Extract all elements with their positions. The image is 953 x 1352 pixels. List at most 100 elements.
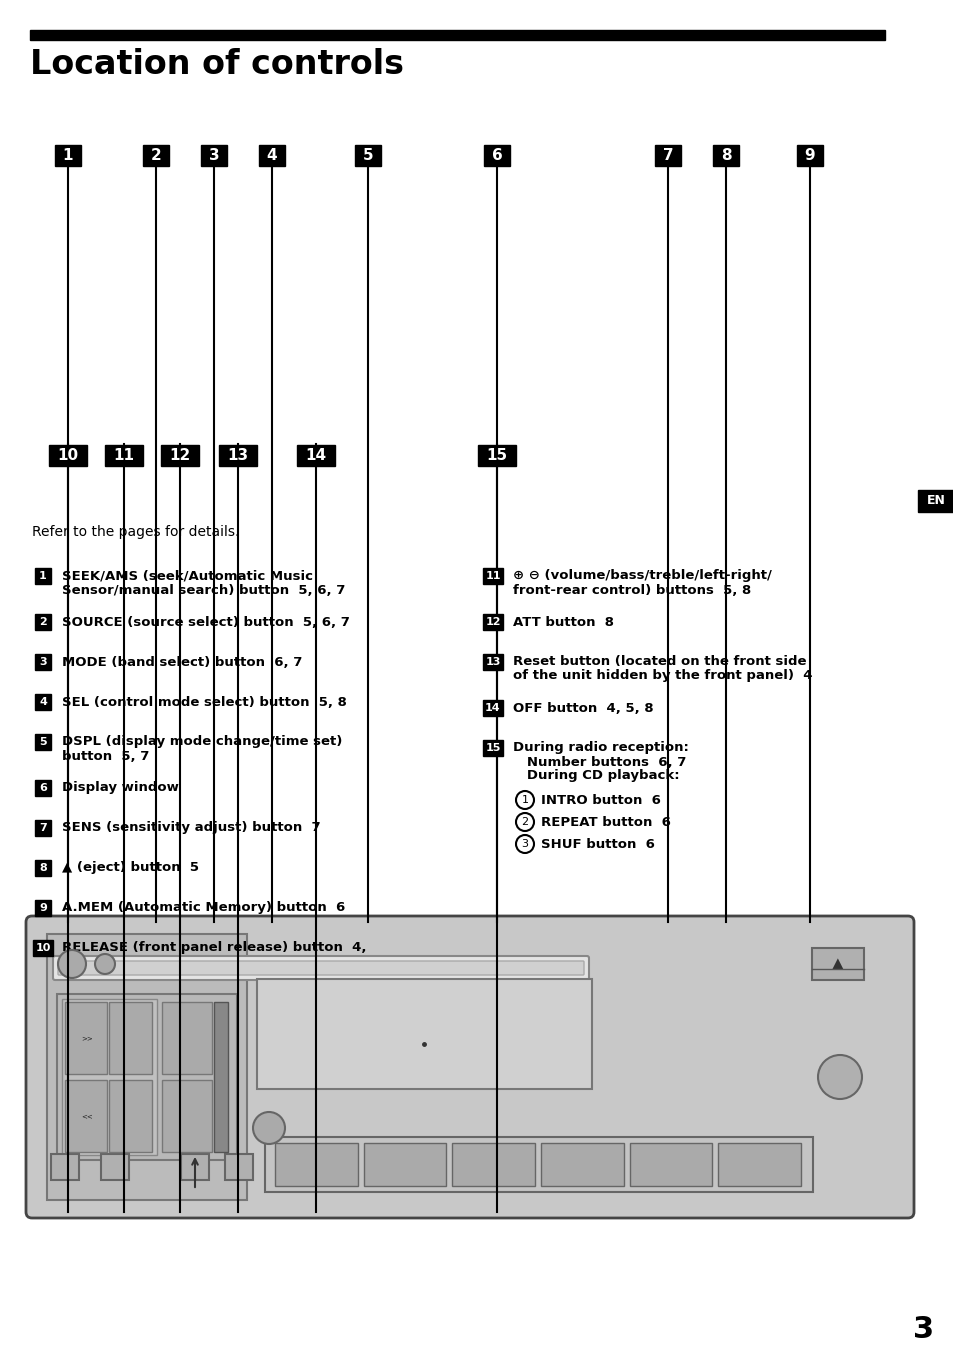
Text: 12: 12 [485, 617, 500, 627]
Bar [256, 979, 592, 1088]
Text: ▲ (eject) button  5: ▲ (eject) button 5 [62, 861, 199, 875]
Bar [219, 445, 256, 465]
Text: 5: 5 [362, 147, 373, 162]
Text: 1: 1 [39, 571, 47, 581]
Text: 7: 7 [662, 147, 673, 162]
Bar [35, 860, 51, 876]
Bar [796, 145, 822, 165]
Text: SENS (sensitivity adjust) button  7: SENS (sensitivity adjust) button 7 [62, 822, 320, 834]
Bar [201, 145, 227, 165]
Bar [718, 1142, 801, 1186]
Text: ▲: ▲ [831, 956, 843, 972]
Bar [258, 145, 285, 165]
Bar [482, 568, 502, 584]
Bar [162, 1002, 212, 1073]
Bar [30, 30, 884, 41]
Bar [274, 1142, 357, 1186]
Bar [363, 1142, 446, 1186]
Circle shape [516, 791, 534, 808]
Text: REPEAT button  6: REPEAT button 6 [540, 815, 670, 829]
Bar [482, 700, 502, 717]
Bar [65, 1002, 108, 1073]
Text: 6: 6 [491, 147, 502, 162]
Bar [655, 145, 680, 165]
Text: During radio reception:: During radio reception: [513, 741, 688, 754]
Bar [35, 900, 51, 917]
Bar [110, 1080, 152, 1152]
Text: 11: 11 [113, 448, 134, 462]
Text: ATT button  8: ATT button 8 [513, 615, 614, 629]
Bar [629, 1142, 712, 1186]
Text: 2: 2 [521, 817, 528, 827]
Text: A.MEM (Automatic Memory) button  6: A.MEM (Automatic Memory) button 6 [62, 902, 345, 914]
FancyBboxPatch shape [58, 961, 583, 975]
Text: <<: << [81, 1113, 92, 1119]
Text: EN: EN [925, 495, 944, 507]
Bar [162, 1080, 212, 1152]
Bar [35, 734, 51, 750]
Bar [452, 1142, 535, 1186]
Text: 10: 10 [62, 956, 80, 968]
Circle shape [516, 813, 534, 831]
Text: Location of controls: Location of controls [30, 49, 403, 81]
Bar [35, 694, 51, 710]
Bar [35, 614, 51, 630]
Text: Number buttons  6, 7: Number buttons 6, 7 [513, 756, 685, 768]
Bar [35, 654, 51, 671]
Text: 3: 3 [39, 657, 47, 667]
Text: 2: 2 [151, 147, 161, 162]
Bar [811, 948, 863, 980]
Circle shape [516, 836, 534, 853]
Text: RELEASE (front panel release) button  4,: RELEASE (front panel release) button 4, [62, 941, 366, 955]
Bar [51, 1155, 79, 1180]
Text: 8: 8 [39, 863, 47, 873]
Circle shape [817, 1055, 862, 1099]
Text: 3: 3 [912, 1315, 934, 1344]
Circle shape [58, 950, 86, 977]
Text: 1: 1 [63, 147, 73, 162]
Bar [482, 614, 502, 630]
Bar [265, 1137, 812, 1192]
Bar [483, 145, 510, 165]
Text: 9: 9 [39, 903, 47, 913]
Text: Display window: Display window [62, 781, 179, 795]
Bar [355, 145, 380, 165]
Text: During CD playback:: During CD playback: [513, 769, 679, 783]
Bar [181, 1155, 209, 1180]
Text: 10: 10 [35, 942, 51, 953]
Bar [143, 145, 169, 165]
Text: DSPL (display mode change/time set): DSPL (display mode change/time set) [62, 735, 342, 749]
Circle shape [253, 1111, 285, 1144]
Bar [482, 740, 502, 756]
Bar [225, 1155, 253, 1180]
Bar [55, 145, 81, 165]
Text: 8: 8 [720, 147, 731, 162]
Bar [33, 940, 53, 956]
Text: SEL (control mode select) button  5, 8: SEL (control mode select) button 5, 8 [62, 695, 347, 708]
Text: Sensor/manual search) button  5, 6, 7: Sensor/manual search) button 5, 6, 7 [62, 584, 345, 596]
Text: 13: 13 [485, 657, 500, 667]
Bar [57, 994, 236, 1160]
Bar [101, 1155, 129, 1180]
Text: INTRO button  6: INTRO button 6 [540, 794, 660, 807]
Text: ⊕ ⊖ (volume/bass/treble/left-right/: ⊕ ⊖ (volume/bass/treble/left-right/ [513, 569, 771, 583]
Text: >>: >> [81, 1036, 92, 1041]
Bar [477, 445, 516, 465]
Text: 1: 1 [521, 795, 528, 804]
Text: MODE (band select) button  6, 7: MODE (band select) button 6, 7 [62, 656, 302, 668]
Bar [35, 780, 51, 796]
Text: 7: 7 [39, 823, 47, 833]
Text: 6: 6 [39, 783, 47, 794]
Text: 5: 5 [39, 737, 47, 748]
Bar [482, 654, 502, 671]
Text: SOURCE (source select) button  5, 6, 7: SOURCE (source select) button 5, 6, 7 [62, 615, 350, 629]
Bar [35, 568, 51, 584]
Bar [540, 1142, 623, 1186]
Bar [161, 445, 199, 465]
Bar [917, 489, 953, 512]
Text: 4: 4 [39, 698, 47, 707]
Bar [296, 445, 335, 465]
Bar [35, 821, 51, 836]
Text: Reset button (located on the front side: Reset button (located on the front side [513, 656, 805, 668]
Text: 13: 13 [227, 448, 249, 462]
